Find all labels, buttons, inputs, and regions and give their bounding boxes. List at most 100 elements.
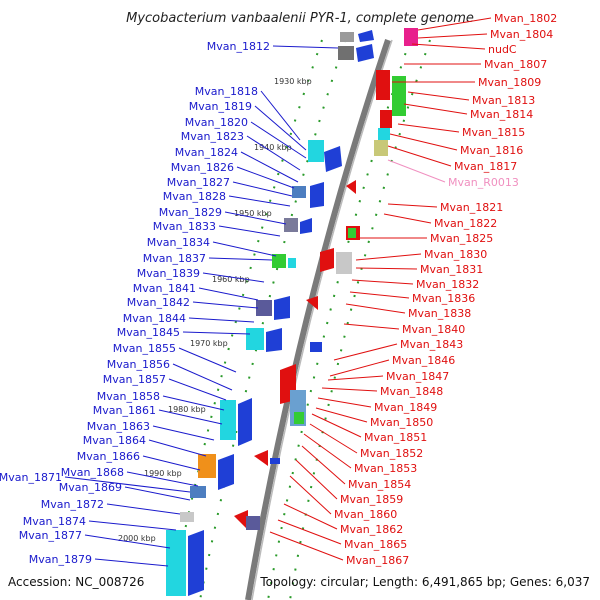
- gene-label-left[interactable]: Mvan_1818: [195, 85, 258, 98]
- gene-label-left[interactable]: Mvan_1827: [167, 176, 230, 189]
- gene-label-connector: [148, 439, 207, 457]
- gene-label-right[interactable]: Mvan_1816: [460, 144, 523, 157]
- gene-label-left[interactable]: Mvan_1871: [0, 471, 62, 484]
- gene-label-left[interactable]: Mvan_1864: [83, 434, 146, 447]
- gene-feature: [198, 454, 216, 478]
- gene-label-right[interactable]: Mvan_1815: [462, 126, 525, 139]
- gene-feature: [246, 516, 260, 530]
- gene-label-left[interactable]: Mvan_1866: [77, 450, 140, 463]
- gene-label-left[interactable]: Mvan_1874: [23, 515, 86, 528]
- gene-label-right[interactable]: Mvan_1851: [364, 431, 427, 444]
- gene-label-left[interactable]: Mvan_1845: [117, 326, 180, 339]
- gene-label-connector: [387, 159, 446, 183]
- gene-label-right[interactable]: Mvan_1807: [484, 58, 547, 71]
- gene-label-right[interactable]: Mvan_1865: [344, 538, 407, 551]
- gene-label-left[interactable]: Mvan_1837: [143, 252, 206, 265]
- gene-label-right[interactable]: Mvan_R0013: [448, 176, 519, 189]
- gene-label-left[interactable]: Mvan_1842: [127, 296, 190, 309]
- gene-label-right[interactable]: Mvan_1860: [334, 508, 397, 521]
- gene-arrow: [356, 44, 374, 62]
- gene-label-left[interactable]: Mvan_1819: [189, 100, 252, 113]
- tick-label: 1960 kbp: [212, 275, 250, 284]
- gene-label-right[interactable]: nudC: [488, 43, 517, 56]
- track-right-inner: [289, 39, 431, 600]
- gene-feature: [308, 140, 324, 162]
- gene-label-left[interactable]: Mvan_1844: [123, 312, 186, 325]
- gene-label-right[interactable]: Mvan_1862: [340, 523, 403, 536]
- genome-summary-text: Topology: circular; Length: 6,491,865 bp…: [259, 575, 590, 589]
- gene-label-right[interactable]: Mvan_1809: [478, 76, 541, 89]
- gene-label-right[interactable]: Mvan_1831: [420, 263, 483, 276]
- gene-label-right[interactable]: Mvan_1838: [408, 307, 471, 320]
- gene-label-right[interactable]: Mvan_1840: [402, 323, 465, 336]
- gene-label-right[interactable]: Mvan_1804: [490, 28, 553, 41]
- gene-label-left[interactable]: Mvan_1829: [159, 206, 222, 219]
- gene-label-left[interactable]: Mvan_1823: [181, 130, 244, 143]
- gene-label-left[interactable]: Mvan_1841: [133, 282, 196, 295]
- gene-arrow: [300, 218, 312, 234]
- gene-label-connector: [272, 45, 339, 49]
- gene-label-right[interactable]: Mvan_1867: [346, 554, 409, 567]
- gene-label-right[interactable]: Mvan_1821: [440, 201, 503, 214]
- gene-label-connector: [94, 558, 169, 567]
- gene-label-right[interactable]: Mvan_1850: [370, 416, 433, 429]
- gene-arrow: [346, 180, 356, 194]
- gene-label-right[interactable]: Mvan_1817: [454, 160, 517, 173]
- gene-label-connector: [236, 166, 295, 189]
- gene-label-right[interactable]: Mvan_1847: [386, 370, 449, 383]
- gene-label-right[interactable]: Mvan_1836: [412, 292, 475, 305]
- gene-label-connector: [345, 303, 406, 314]
- gene-label-right[interactable]: Mvan_1832: [416, 278, 479, 291]
- gene-label-connector: [158, 409, 223, 425]
- gene-label-right[interactable]: Mvan_1853: [354, 462, 417, 475]
- gene-label-left[interactable]: Mvan_1820: [185, 116, 248, 129]
- gene-label-left[interactable]: Mvan_1834: [147, 236, 210, 249]
- gene-label-right[interactable]: Mvan_1802: [494, 12, 557, 25]
- gene-arrow: [324, 146, 342, 172]
- gene-label-connector: [417, 17, 492, 31]
- gene-label-connector: [295, 459, 338, 500]
- gene-label-left[interactable]: Mvan_1877: [19, 529, 82, 542]
- gene-label-right[interactable]: Mvan_1822: [434, 217, 497, 230]
- gene-label-left[interactable]: Mvan_1869: [59, 481, 122, 494]
- gene-label-left[interactable]: Mvan_1861: [93, 404, 156, 417]
- gene-label-left[interactable]: Mvan_1855: [113, 342, 176, 355]
- gene-label-right[interactable]: Mvan_1846: [392, 354, 455, 367]
- gene-label-left[interactable]: Mvan_1839: [137, 267, 200, 280]
- gene-label-left[interactable]: Mvan_1863: [87, 420, 150, 433]
- gene-label-right[interactable]: Mvan_1854: [348, 478, 411, 491]
- gene-label-connector: [351, 279, 414, 285]
- gene-label-right[interactable]: Mvan_1859: [340, 493, 403, 506]
- gene-label-right[interactable]: Mvan_1843: [400, 338, 463, 351]
- gene-label-left[interactable]: Mvan_1826: [171, 161, 234, 174]
- gene-label-left[interactable]: Mvan_1856: [107, 358, 170, 371]
- gene-label-right[interactable]: Mvan_1852: [360, 447, 423, 460]
- gene-label-connector: [343, 323, 400, 330]
- gene-label-left[interactable]: Mvan_1812: [207, 40, 270, 53]
- gene-label-right[interactable]: Mvan_1814: [470, 108, 533, 121]
- gene-label-connector: [309, 423, 358, 454]
- gene-arrow: [306, 296, 318, 310]
- gene-feature: [378, 128, 390, 140]
- gene-label-right[interactable]: Mvan_1830: [424, 248, 487, 261]
- gene-label-connector: [315, 407, 368, 423]
- gene-label-connector: [327, 375, 384, 381]
- gene-feature: [336, 252, 352, 274]
- gene-label-right[interactable]: Mvan_1813: [472, 94, 535, 107]
- gene-label-left[interactable]: Mvan_1828: [163, 190, 226, 203]
- gene-label-connector: [311, 413, 362, 438]
- gene-label-left[interactable]: Mvan_1824: [175, 146, 238, 159]
- gene-label-connector: [208, 257, 273, 261]
- gene-feature: [180, 512, 194, 522]
- gene-label-left[interactable]: Mvan_1868: [61, 466, 124, 479]
- gene-label-left[interactable]: Mvan_1857: [103, 373, 166, 386]
- gene-label-left[interactable]: Mvan_1833: [153, 220, 216, 233]
- gene-label-left[interactable]: Mvan_1858: [97, 390, 160, 403]
- gene-label-right[interactable]: Mvan_1825: [430, 232, 493, 245]
- gene-label-left[interactable]: Mvan_1879: [29, 553, 92, 566]
- gene-label-connector: [124, 486, 191, 501]
- tick-label: 1990 kbp: [144, 469, 182, 478]
- gene-label-left[interactable]: Mvan_1872: [41, 498, 104, 511]
- gene-label-right[interactable]: Mvan_1848: [380, 385, 443, 398]
- gene-label-right[interactable]: Mvan_1849: [374, 401, 437, 414]
